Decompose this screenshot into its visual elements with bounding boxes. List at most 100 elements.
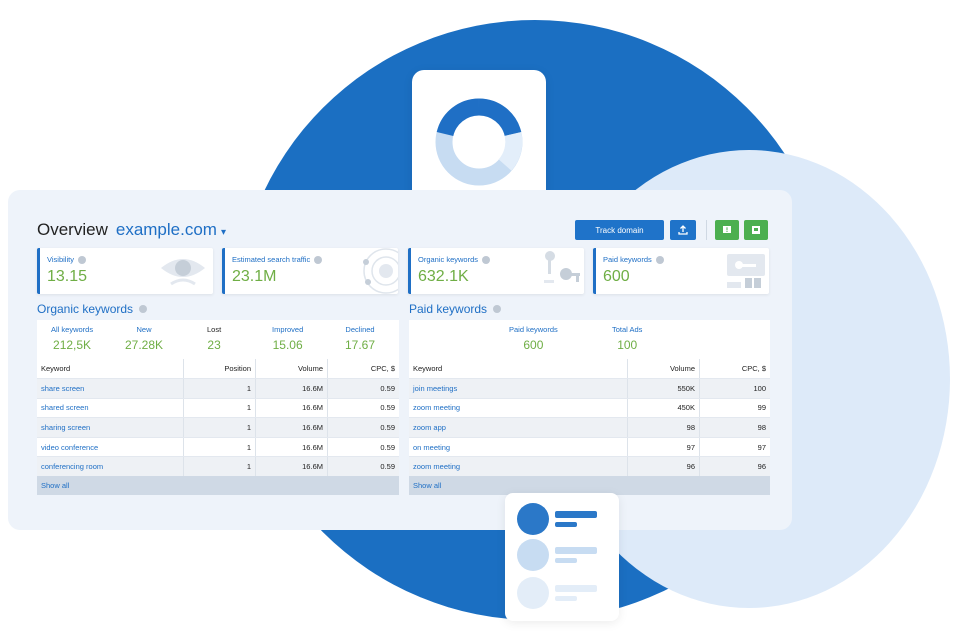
organic-section-title: Organic keywords (37, 302, 148, 316)
feedback-button[interactable] (715, 220, 739, 240)
eye-icon (161, 259, 205, 286)
profile-placeholder (517, 577, 597, 609)
stat-total-ads[interactable]: Total Ads 100 (612, 325, 643, 352)
toolbar-divider (706, 220, 707, 240)
table-header-row: Keyword Volume CPC, $ (409, 359, 770, 378)
metric-value: 23.1M (232, 268, 277, 285)
stat-lost[interactable]: Lost 23 (207, 325, 222, 352)
position-cell: 1 (184, 398, 256, 418)
info-icon[interactable] (139, 305, 148, 313)
metric-card-organic-keywords[interactable]: Organic keywords 632.1K (408, 248, 584, 294)
table-row: zoom meeting 450K 99 (409, 397, 770, 418)
table-row: join meetings 550K 100 (409, 378, 770, 398)
keyword-link[interactable]: shared screen (37, 398, 184, 418)
volume-cell: 450K (628, 398, 700, 418)
domain-selector[interactable]: example.com (115, 220, 217, 239)
cpc-cell: 0.59 (380, 383, 395, 393)
table-row: share screen 1 16.6M 0.59 (37, 378, 399, 398)
keyword-link[interactable]: share screen (37, 379, 184, 398)
show-all-link[interactable]: Show all (409, 475, 770, 495)
avatar (517, 503, 549, 535)
column-header[interactable]: Position (184, 359, 256, 378)
cpc-cell: 100 (753, 383, 766, 393)
keyword-link[interactable]: sharing screen (37, 418, 184, 437)
metric-card-traffic[interactable]: Estimated search traffic 23.1M (222, 248, 398, 294)
info-icon[interactable] (655, 255, 664, 264)
column-header[interactable]: CPC, $ (741, 364, 766, 373)
volume-cell: 96 (628, 457, 700, 476)
metric-value: 632.1K (418, 268, 469, 285)
stat-declined[interactable]: Declined 17.67 (345, 325, 376, 352)
metric-card-paid-keywords[interactable]: Paid keywords 600 (593, 248, 769, 294)
volume-cell: 98 (628, 418, 700, 437)
table-row: zoom meeting 96 96 (409, 456, 770, 476)
metric-value: 600 (603, 268, 630, 285)
column-header[interactable]: Keyword (409, 359, 628, 378)
table-row: conferencing room 1 16.6M 0.59 (37, 456, 399, 476)
info-icon[interactable] (493, 305, 502, 313)
cpc-cell: 99 (757, 403, 766, 413)
metric-label: Estimated search traffic (232, 255, 311, 264)
stat-paid-keywords[interactable]: Paid keywords 600 (509, 325, 558, 352)
target-icon (363, 248, 398, 294)
table-header-row: Keyword Position Volume CPC, $ (37, 359, 399, 378)
show-all-link[interactable]: Show all (37, 475, 399, 495)
info-icon[interactable] (314, 255, 323, 264)
cpc-cell: 97 (757, 442, 766, 452)
column-header[interactable]: Volume (256, 359, 328, 378)
table-row: sharing screen 1 16.6M 0.59 (37, 417, 399, 437)
keyword-link[interactable]: join meetings (409, 379, 628, 398)
paid-stats-summary: Paid keywords 600 Total Ads 100 (409, 320, 770, 359)
section-title-text: Organic keywords (37, 302, 134, 316)
stat-improved[interactable]: Improved 15.06 (272, 325, 304, 352)
keyword-link[interactable]: zoom app (409, 418, 628, 437)
metric-label: Paid keywords (603, 255, 652, 264)
cpc-cell: 0.59 (380, 442, 395, 452)
table-row: video conference 1 16.6M 0.59 (37, 436, 399, 457)
profile-placeholder (517, 539, 597, 571)
metric-label: Organic keywords (418, 255, 479, 264)
keyword-link[interactable]: zoom meeting (409, 398, 628, 418)
keyword-link[interactable]: video conference (37, 437, 184, 457)
track-domain-button[interactable]: Track domain (575, 220, 664, 240)
volume-cell: 97 (628, 437, 700, 457)
column-header[interactable]: CPC, $ (370, 364, 395, 373)
column-header[interactable]: Keyword (37, 359, 184, 378)
info-icon[interactable] (482, 255, 491, 264)
metric-label: Visibility (47, 255, 74, 264)
paid-keywords-table: Keyword Volume CPC, $ join meetings 550K… (409, 359, 770, 495)
table-row: zoom app 98 98 (409, 417, 770, 437)
keys-icon (544, 251, 580, 283)
table-row: on meeting 97 97 (409, 436, 770, 457)
cpc-cell: 0.59 (380, 462, 395, 472)
section-title-text: Paid keywords (409, 302, 488, 316)
keyword-link[interactable]: on meeting (409, 437, 628, 457)
chevron-down-icon[interactable]: ▾ (220, 227, 226, 238)
overview-header: Overview example.com ▾ (37, 220, 226, 240)
bookmark-button[interactable] (744, 220, 768, 240)
cpc-cell: 96 (757, 462, 766, 472)
column-header[interactable]: Volume (628, 359, 700, 378)
donut-chart-icon (435, 98, 523, 186)
message-alert-icon (723, 226, 731, 233)
volume-cell: 16.6M (256, 418, 328, 437)
volume-cell: 16.6M (256, 398, 328, 418)
stat-all-keywords[interactable]: All keywords 212,5K (51, 325, 94, 352)
position-cell: 1 (184, 379, 256, 398)
position-cell: 1 (184, 437, 256, 457)
paid-section-title: Paid keywords (409, 302, 502, 316)
profile-list-card (505, 493, 619, 621)
keyword-link[interactable]: zoom meeting (409, 457, 628, 476)
table-row: shared screen 1 16.6M 0.59 (37, 397, 399, 418)
volume-cell: 16.6M (256, 379, 328, 398)
cpc-cell: 0.59 (380, 403, 395, 413)
volume-cell: 16.6M (256, 457, 328, 476)
keyword-link[interactable]: conferencing room (37, 457, 184, 476)
avatar (517, 539, 549, 571)
info-icon[interactable] (77, 255, 86, 264)
metric-card-visibility[interactable]: Visibility 13.15 (37, 248, 213, 294)
volume-cell: 550K (628, 379, 700, 398)
position-cell: 1 (184, 418, 256, 437)
stat-new[interactable]: New 27.28K (125, 325, 164, 352)
export-button[interactable] (670, 220, 696, 240)
